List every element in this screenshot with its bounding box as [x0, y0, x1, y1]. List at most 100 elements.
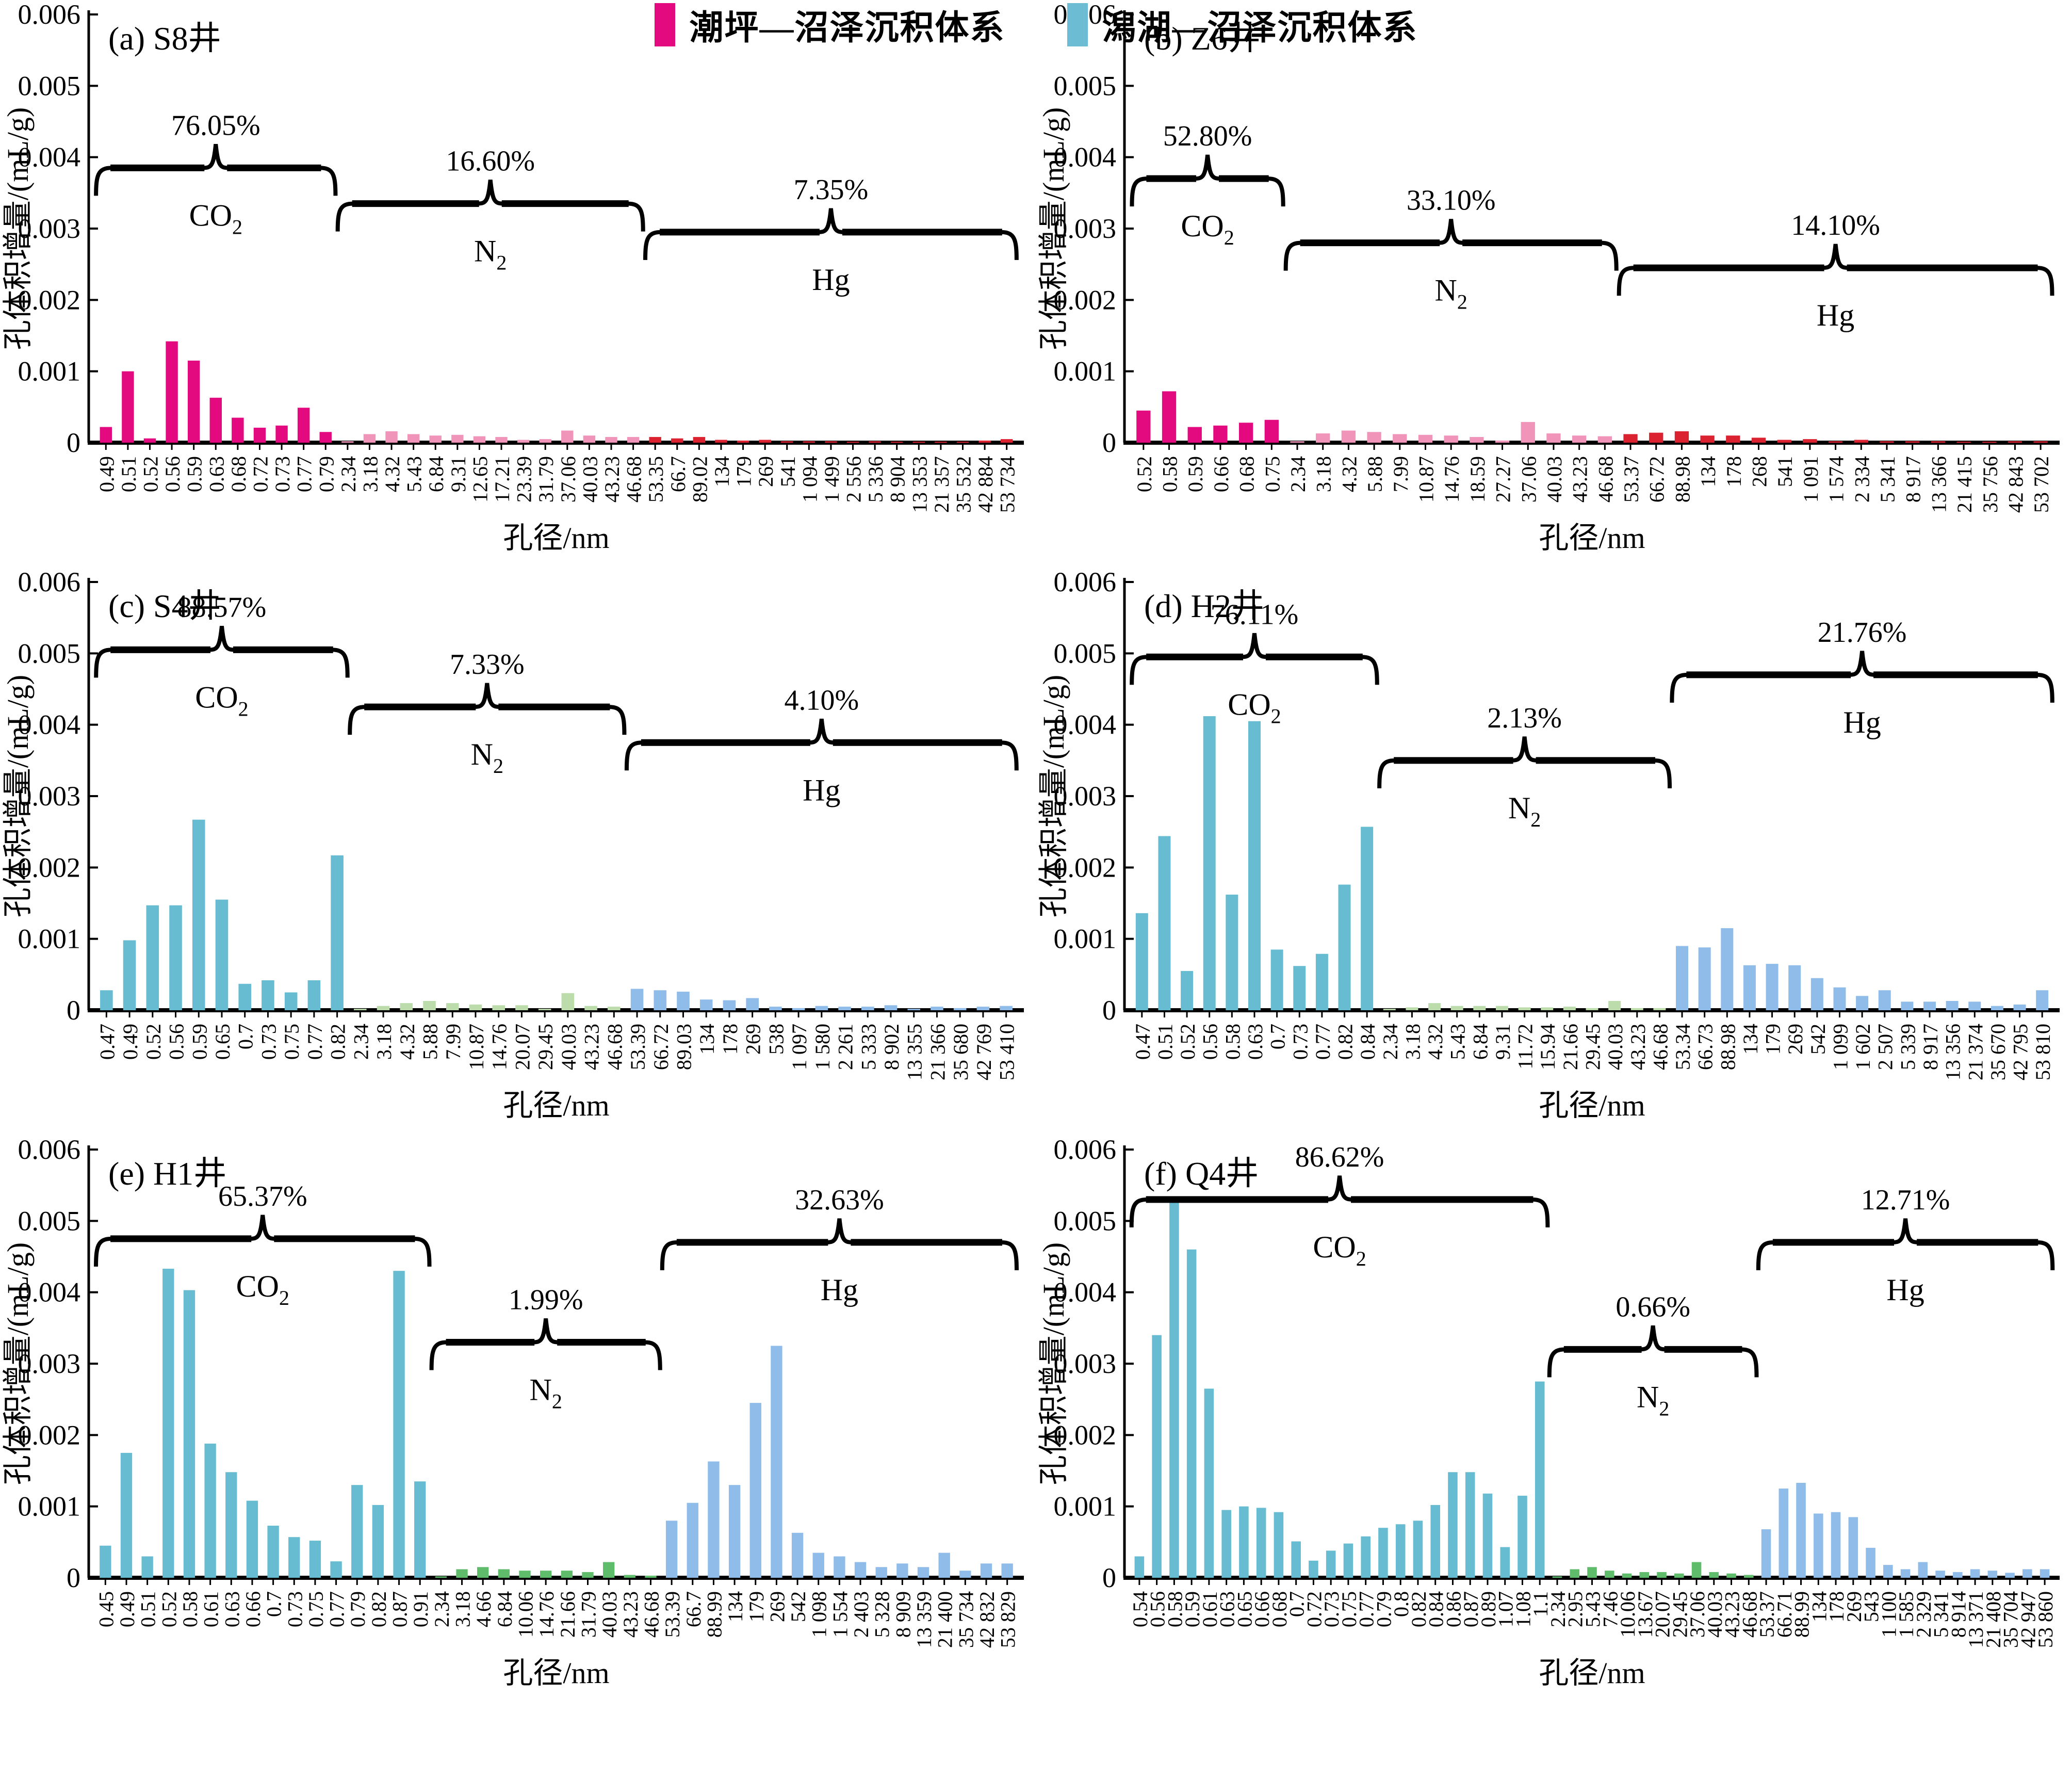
gas-label: CO2 [236, 1269, 289, 1309]
bar [1608, 1001, 1621, 1010]
x-tick-label: 0.56 [1146, 1591, 1169, 1627]
percent-label: 65.37% [218, 1180, 307, 1212]
bar [1987, 1571, 1998, 1578]
bar [677, 992, 690, 1010]
x-tick-label: 12.65 [468, 456, 492, 503]
brace [1617, 244, 2054, 296]
x-tick-label: 0.68 [227, 456, 250, 492]
x-tick-label: 269 [754, 456, 777, 487]
x-tick-label: 0.47 [95, 1024, 119, 1060]
x-tick-label: 0.63 [1244, 1024, 1267, 1060]
y-axis-title: 孔体积增量/(mL/g) [1037, 675, 1070, 917]
bar [627, 436, 640, 443]
x-tick-label: 5 333 [857, 1024, 880, 1070]
x-tick-label: 1 574 [1825, 456, 1848, 503]
y-axis-title: 孔体积增量/(mL/g) [1037, 1242, 1070, 1485]
gas-label: Hg [1886, 1273, 1924, 1307]
x-tick-label: 13 359 [912, 1591, 936, 1648]
bar [834, 1556, 845, 1578]
x-tick-label: 179 [732, 456, 756, 487]
x-tick-label: 53 702 [2030, 456, 2053, 513]
bar [1341, 430, 1356, 443]
bar [583, 435, 596, 443]
bar [1587, 1567, 1597, 1578]
x-tick-label: 6.84 [493, 1591, 516, 1627]
bar [385, 431, 398, 443]
y-tick-label: 0.005 [18, 638, 81, 669]
bar [875, 1567, 887, 1578]
bar [1878, 990, 1891, 1010]
bar [435, 1576, 447, 1578]
x-tick-label: 0.77 [303, 1024, 327, 1060]
y-tick-label: 0.006 [1054, 568, 1117, 597]
x-tick-label: 1.1 [1529, 1591, 1552, 1617]
x-tick-label: 134 [1696, 456, 1720, 487]
x-tick-label: 0.77 [1355, 1591, 1378, 1627]
x-tick-label: 542 [787, 1591, 810, 1622]
legend-item-tidal-flat-swamp: 潮坪—沼泽沉积体系 [654, 0, 1005, 50]
x-tick-label: 8 904 [886, 456, 909, 503]
x-tick-label: 2.34 [1379, 1024, 1402, 1060]
bar [429, 435, 442, 443]
x-tick-label: 66.7 [682, 1591, 705, 1627]
x-tick-label: 0.75 [1337, 1591, 1361, 1627]
x-tick-label: 18.59 [1466, 456, 1489, 503]
panel-title: (f) Q4井 [1144, 1155, 1259, 1192]
brace [624, 718, 1019, 771]
x-tick-label: 5.43 [1581, 1591, 1605, 1627]
x-tick-label: 5.43 [1446, 1024, 1470, 1060]
bar [1518, 1495, 1527, 1578]
bar [1315, 953, 1328, 1010]
x-tick-label: 0.73 [271, 456, 294, 492]
y-tick-label: 0.001 [1054, 356, 1117, 387]
y-tick-label: 0.005 [1054, 638, 1117, 669]
x-tick-label: 23.39 [513, 456, 536, 503]
panel-a: 0 0.001 0.002 0.003 0.004 0.005 0.006 0.49 0.51 0… [0, 0, 1036, 568]
bar [1883, 1565, 1893, 1578]
y-axis-title: 孔体积增量/(mL/g) [1, 1242, 35, 1485]
x-tick-label: 269 [765, 1591, 789, 1622]
bar [1814, 1513, 1823, 1578]
bar [473, 436, 486, 443]
bar [1135, 913, 1148, 1010]
y-tick-label: 0.003 [18, 213, 81, 244]
x-tick-label: 0.72 [249, 456, 272, 492]
brace [1129, 1175, 1550, 1227]
panel-f: 0 0.001 0.002 0.003 0.004 0.005 0.006 0.54 0.56 0… [1036, 1135, 2072, 1703]
percent-label: 14.10% [1791, 209, 1880, 241]
bar [1968, 1001, 1981, 1010]
bar [1238, 423, 1253, 443]
x-axis-title: 孔径/nm [503, 1089, 609, 1122]
bar [1418, 434, 1433, 443]
y-tick-label: 0.004 [1054, 709, 1117, 740]
x-tick-label: 1 091 [1799, 456, 1822, 503]
bar [1751, 438, 1766, 443]
bar [363, 434, 376, 443]
bar [1698, 947, 1711, 1010]
bar [792, 1008, 805, 1010]
x-tick-label: 2.95 [1564, 1591, 1587, 1627]
bar [1700, 435, 1715, 443]
bar [232, 417, 244, 443]
x-tick-label: 0.63 [205, 456, 228, 492]
x-tick-label: 0.59 [1184, 456, 1207, 492]
chart-e: 00.0010.0020.0030.0040.0050.0060.450.490… [1, 1135, 1024, 1690]
bar [253, 427, 266, 443]
y-tick-label: 0.003 [18, 1348, 81, 1379]
x-tick-label: 46.68 [603, 1024, 626, 1070]
x-tick-label: 2 334 [1850, 456, 1873, 503]
x-tick-label: 53.39 [626, 1024, 649, 1070]
x-tick-label: 0.82 [367, 1591, 390, 1627]
x-tick-label: 3.18 [1401, 1024, 1424, 1060]
brace [348, 683, 627, 735]
x-tick-label: 0.66 [1210, 456, 1233, 492]
bar [584, 1006, 597, 1010]
bar [246, 1500, 258, 1578]
bar [539, 439, 551, 443]
bar [2005, 1573, 2015, 1578]
y-tick-label: 0.004 [1054, 1277, 1117, 1308]
x-tick-label: 1 094 [798, 456, 821, 503]
x-tick-label: 42 884 [974, 456, 997, 513]
y-tick-label: 0.004 [18, 142, 81, 173]
x-tick-label: 0.68 [1235, 456, 1259, 492]
